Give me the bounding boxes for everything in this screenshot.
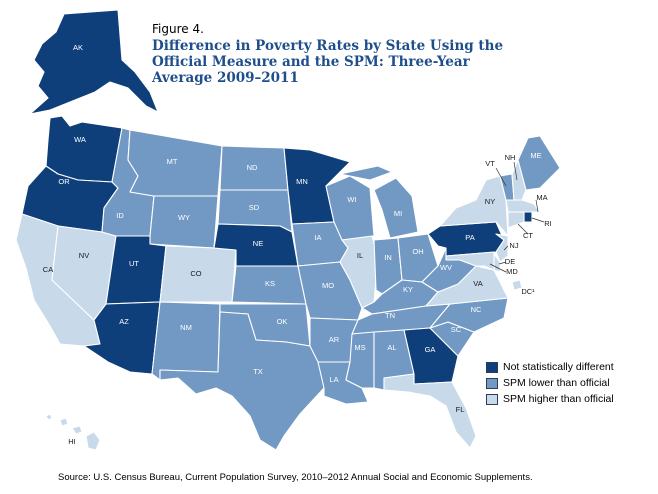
state-label-ca: CA: [43, 265, 53, 274]
state-label-oh: OH: [412, 247, 423, 256]
state-label-wa: WA: [74, 135, 86, 144]
state-label-de: DE: [505, 257, 515, 266]
state-label-co: CO: [190, 269, 201, 278]
state-label-ne: NE: [253, 239, 263, 248]
state-md: [445, 251, 495, 271]
state-hi: [45, 413, 101, 451]
state-ut: [105, 235, 167, 305]
state-me: [517, 135, 561, 191]
legend-item-not-different: Not statistically different: [486, 359, 614, 375]
state-label-pa: PA: [465, 233, 474, 242]
legend-swatch-not-different: [486, 361, 498, 373]
state-label-mo: MO: [322, 281, 334, 290]
legend-item-spm-lower: SPM lower than official: [486, 375, 614, 391]
state-label-ms: MS: [354, 343, 365, 352]
state-label-ga: GA: [425, 345, 436, 354]
state-label-tn: TN: [385, 311, 395, 320]
state-label-nc: NC: [471, 305, 482, 314]
state-label-ok: OK: [277, 317, 288, 326]
state-wy: [149, 195, 219, 249]
state-label-nm: NM: [180, 323, 192, 332]
legend-label-spm-higher: SPM higher than official: [503, 393, 614, 405]
state-label-nd: ND: [247, 163, 258, 172]
state-label-tx: TX: [253, 367, 263, 376]
state-label-mt: MT: [167, 157, 178, 166]
state-label-az: AZ: [119, 317, 129, 326]
state-label-id: ID: [116, 211, 124, 220]
state-fl: [383, 373, 477, 449]
state-label-mi: MI: [394, 209, 402, 218]
state-nm: [151, 301, 221, 381]
state-mi: [339, 165, 419, 239]
state-label-mn: MN: [296, 177, 308, 186]
figure-title: Difference in Poverty Rates by State Usi…: [152, 38, 504, 86]
state-label-ma: MA: [536, 193, 547, 202]
state-label-ks: KS: [265, 279, 275, 288]
state-label-md: MD: [506, 267, 518, 276]
state-label-vt: VT: [485, 159, 495, 168]
state-label-ak: AK: [73, 43, 83, 52]
state-label-ri: RI: [544, 219, 552, 228]
state-label-va: VA: [473, 279, 482, 288]
legend-item-spm-higher: SPM higher than official: [486, 391, 614, 407]
leader-lines: [489, 161, 545, 273]
state-labels: AK HI WA OR CA NV ID MT WY UT AZ CO NM ND SD NE KS OK TX MN…: [43, 43, 552, 446]
state-label-me: ME: [530, 151, 541, 160]
legend-label-spm-lower: SPM lower than official: [503, 377, 610, 389]
state-co: [159, 245, 237, 303]
legend: Not statistically different SPM lower th…: [486, 359, 614, 407]
source-note: Source: U.S. Census Bureau, Current Popu…: [58, 472, 533, 483]
state-label-dc: DC¹: [521, 287, 535, 296]
state-label-sc: SC: [451, 325, 462, 334]
state-wa: [45, 115, 123, 183]
state-label-la: LA: [329, 375, 338, 384]
state-label-nh: NH: [505, 153, 516, 162]
state-label-ar: AR: [329, 335, 340, 344]
state-label-hi: HI: [68, 437, 76, 446]
state-label-fl: FL: [456, 405, 465, 414]
state-ri: [523, 211, 533, 223]
figure-label: Figure 4.: [152, 22, 204, 36]
state-label-nv: NV: [79, 251, 89, 260]
legend-swatch-spm-higher: [486, 393, 498, 405]
state-label-il: IL: [357, 251, 363, 260]
state-label-ct: CT: [523, 231, 533, 240]
state-ak: [29, 9, 159, 115]
state-label-nj: NJ: [509, 241, 518, 250]
state-dc: [511, 279, 523, 291]
state-label-wy: WY: [178, 213, 190, 222]
legend-swatch-spm-lower: [486, 377, 498, 389]
state-label-in: IN: [384, 253, 392, 262]
state-label-or: OR: [58, 177, 70, 186]
state-label-ut: UT: [129, 259, 139, 268]
state-tx: [159, 311, 325, 451]
legend-label-not-different: Not statistically different: [503, 361, 614, 373]
state-label-wi: WI: [347, 195, 356, 204]
state-ma: [505, 199, 541, 213]
state-label-sd: SD: [249, 203, 260, 212]
state-label-al: AL: [387, 343, 396, 352]
state-label-ia: IA: [314, 233, 321, 242]
state-label-ny: NY: [485, 197, 495, 206]
state-label-wv: WV: [440, 263, 452, 272]
state-ct: [507, 211, 525, 229]
state-label-ky: KY: [403, 285, 413, 294]
